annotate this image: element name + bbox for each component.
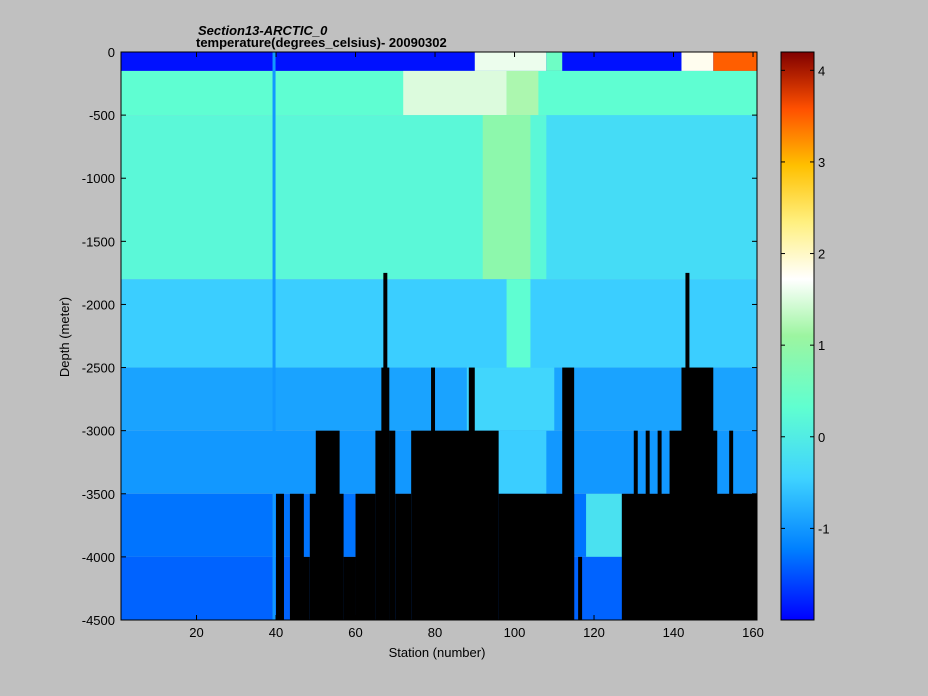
seafloor-block: [315, 430, 340, 620]
heatmap-cell: [506, 279, 531, 368]
colorbar-tick-label: 4: [818, 63, 825, 78]
y-axis-ticks: 0 -500 -1000 -1500 -2000 -2500 -3000 -3500 -4000…: [82, 45, 757, 628]
seafloor-block: [383, 272, 388, 620]
x-axis-label: Station (number): [389, 645, 486, 660]
colorbar-ticks: 4 3 2 1 0 -1: [781, 63, 830, 536]
x-tick-label: 40: [269, 625, 283, 640]
x-tick-label: 80: [428, 625, 442, 640]
y-tick-label: -2500: [82, 361, 115, 376]
seafloor-block: [562, 367, 575, 620]
heatmap-cell: [498, 430, 547, 494]
chart-subtitle: temperature(degrees_celsius)- 20090302: [196, 35, 447, 50]
x-tick-label: 60: [348, 625, 362, 640]
heatmap-cell: [586, 493, 622, 557]
seafloor-block: [657, 430, 662, 620]
colorbar-tick-label: -1: [818, 521, 830, 536]
y-tick-label: -3000: [82, 424, 115, 439]
y-tick-label: -1000: [82, 171, 115, 186]
seafloor-block: [295, 556, 310, 620]
heatmap-cell: [403, 70, 507, 116]
seafloor-block: [389, 430, 396, 620]
seafloor-block: [578, 556, 583, 620]
y-tick-label: -1500: [82, 234, 115, 249]
x-tick-label: 120: [583, 625, 605, 640]
y-tick-label: -4000: [82, 550, 115, 565]
x-tick-label: 100: [504, 625, 526, 640]
seafloor-block: [498, 493, 575, 620]
seafloor-block: [343, 556, 356, 620]
heatmap-layer: [121, 52, 757, 71]
seafloor-block: [395, 493, 412, 620]
seafloor-block: [355, 493, 376, 620]
heatmap-layer: [121, 367, 757, 431]
seafloor-block: [729, 430, 734, 620]
seafloor-block: [633, 430, 638, 620]
colorbar: [780, 51, 815, 621]
heatmap-cell: [482, 115, 531, 280]
heatmap-cell: [546, 115, 757, 280]
colorbar-tick-label: 0: [818, 430, 825, 445]
heatmap-cell: [681, 52, 714, 71]
seafloor-block: [431, 367, 436, 620]
seafloor-block: [685, 272, 690, 620]
y-tick-label: -3500: [82, 487, 115, 502]
y-axis-label: Depth (meter): [57, 297, 72, 377]
heatmap-cell: [713, 52, 757, 71]
x-tick-label: 20: [189, 625, 203, 640]
heatmap-cell: [546, 52, 563, 71]
colorbar-tick-label: 3: [818, 155, 825, 170]
colorbar-tick-label: 2: [818, 247, 825, 262]
y-tick-label: 0: [108, 45, 115, 60]
heatmap-cell: [474, 52, 547, 71]
y-tick-label: -2000: [82, 297, 115, 312]
chart-title: Section13-ARCTIC_0: [198, 23, 328, 38]
station-marker-line: [272, 52, 276, 620]
x-tick-label: 140: [663, 625, 685, 640]
seafloor-block: [411, 430, 499, 620]
x-tick-label: 160: [742, 625, 764, 640]
heatmap-cell: [506, 70, 539, 116]
seafloor-block: [276, 493, 284, 620]
plot-frame: [120, 51, 758, 621]
heatmap-layer: [121, 279, 757, 368]
seafloor-block: [645, 430, 650, 620]
colorbar-tick-label: 1: [818, 338, 825, 353]
seafloor-block: [468, 367, 475, 620]
y-tick-label: -4500: [82, 613, 115, 628]
heatmap-cell: [466, 367, 555, 431]
x-axis-ticks: 20 40 60 80 100 120 140 160: [189, 52, 764, 640]
seafloor-mask: [276, 272, 757, 620]
y-tick-label: -500: [89, 108, 115, 123]
